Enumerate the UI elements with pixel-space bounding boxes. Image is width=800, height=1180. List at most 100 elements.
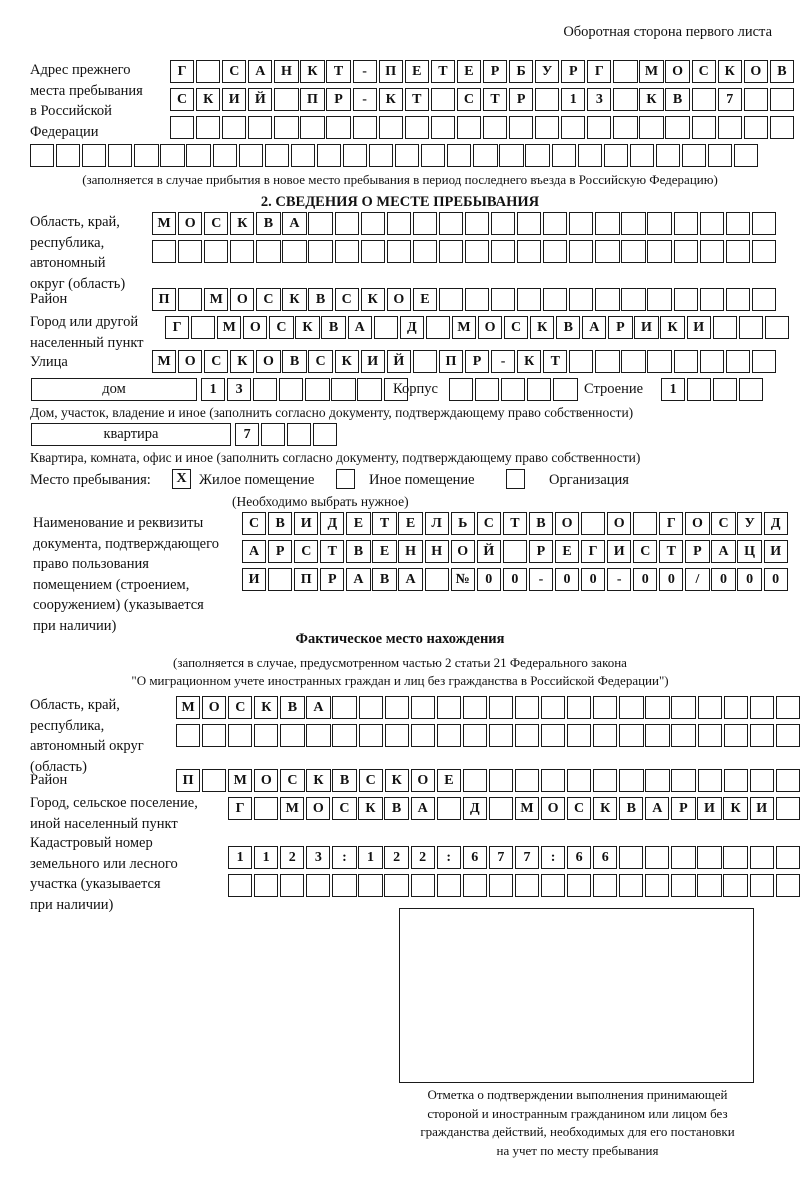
form-cell[interactable]: Р (268, 540, 293, 563)
form-cell[interactable]: Е (554, 540, 580, 563)
form-cell[interactable]: С (204, 350, 229, 373)
form-cell[interactable]: Р (528, 540, 554, 563)
form-cell[interactable] (775, 769, 800, 792)
form-cell[interactable] (593, 874, 618, 897)
form-cell[interactable] (238, 144, 263, 167)
form-cell[interactable]: А (346, 568, 371, 591)
form-cell[interactable]: - (607, 568, 632, 591)
form-cell[interactable]: - (528, 568, 554, 591)
form-cell[interactable] (671, 769, 696, 792)
form-cell[interactable] (541, 769, 566, 792)
form-cell[interactable] (517, 212, 542, 235)
form-cell[interactable] (410, 696, 435, 719)
form-cell[interactable] (749, 846, 774, 869)
form-cell[interactable] (462, 724, 488, 747)
form-cell[interactable] (567, 696, 592, 719)
form-cell[interactable]: 1 (358, 846, 383, 869)
form-cell[interactable]: 3 (227, 378, 252, 401)
form-cell[interactable] (178, 240, 203, 263)
form-cell[interactable] (482, 116, 508, 139)
form-cell[interactable]: М (514, 797, 540, 820)
form-cell[interactable] (386, 212, 411, 235)
form-cell[interactable]: Р (509, 88, 534, 111)
form-cell[interactable] (723, 696, 748, 719)
form-cell[interactable] (725, 350, 750, 373)
form-cell[interactable] (274, 116, 299, 139)
form-cell[interactable]: В (256, 212, 281, 235)
form-cell[interactable]: И (749, 797, 774, 820)
form-cell[interactable]: К (378, 88, 403, 111)
form-cell[interactable] (253, 378, 278, 401)
confirmation-stamp-box[interactable] (399, 908, 754, 1083)
form-cell[interactable]: 1 (201, 378, 226, 401)
form-cell[interactable] (734, 144, 759, 167)
form-cell[interactable] (436, 724, 461, 747)
form-cell[interactable] (764, 316, 789, 339)
form-cell[interactable]: А (282, 212, 307, 235)
form-cell[interactable] (488, 874, 513, 897)
cadastral-row-2[interactable] (228, 874, 800, 897)
form-cell[interactable] (673, 350, 698, 373)
form-cell[interactable]: С (334, 288, 359, 311)
form-cell[interactable]: О (743, 60, 768, 83)
form-cell[interactable]: 7 (488, 846, 513, 869)
form-cell[interactable] (569, 288, 594, 311)
form-cell[interactable] (725, 212, 750, 235)
form-cell[interactable]: И (686, 316, 711, 339)
form-cell[interactable]: 7 (514, 846, 540, 869)
flat-box-label[interactable]: квартира (31, 423, 231, 446)
form-cell[interactable] (595, 240, 620, 263)
form-cell[interactable]: Р (464, 350, 490, 373)
form-cell[interactable] (425, 316, 450, 339)
form-cell[interactable]: В (346, 540, 371, 563)
form-cell[interactable] (712, 316, 737, 339)
form-cell[interactable]: К (593, 797, 618, 820)
form-cell[interactable]: А (248, 60, 273, 83)
actual-region-row-2[interactable] (176, 724, 800, 747)
form-cell[interactable] (261, 423, 286, 446)
form-cell[interactable]: М (451, 316, 477, 339)
form-cell[interactable]: 6 (567, 846, 592, 869)
form-cell[interactable]: М (176, 696, 201, 719)
form-cell[interactable] (436, 797, 461, 820)
form-cell[interactable]: 6 (593, 846, 618, 869)
form-cell[interactable]: С (711, 512, 736, 535)
form-cell[interactable] (619, 724, 644, 747)
form-cell[interactable]: И (294, 512, 319, 535)
form-cell[interactable] (386, 240, 411, 263)
form-cell[interactable] (334, 212, 359, 235)
form-cell[interactable]: Д (399, 316, 424, 339)
form-cell[interactable]: А (711, 540, 736, 563)
form-cell[interactable]: М (228, 769, 253, 792)
form-cell[interactable] (567, 769, 592, 792)
form-cell[interactable] (254, 724, 279, 747)
form-cell[interactable] (287, 423, 312, 446)
form-cell[interactable] (587, 116, 612, 139)
korpus-cells[interactable] (449, 378, 578, 401)
form-cell[interactable]: С (256, 288, 281, 311)
form-cell[interactable] (673, 288, 698, 311)
form-cell[interactable]: - (352, 88, 377, 111)
form-cell[interactable] (515, 696, 540, 719)
form-cell[interactable] (613, 60, 638, 83)
form-cell[interactable] (306, 874, 331, 897)
form-cell[interactable]: С (456, 88, 482, 111)
form-cell[interactable] (673, 240, 698, 263)
form-cell[interactable] (170, 116, 195, 139)
form-cell[interactable] (274, 88, 299, 111)
form-cell[interactable]: И (763, 540, 788, 563)
form-cell[interactable]: К (660, 316, 685, 339)
form-cell[interactable]: А (645, 797, 670, 820)
form-cell[interactable] (300, 116, 325, 139)
form-cell[interactable]: С (242, 512, 267, 535)
form-cell[interactable]: И (697, 797, 722, 820)
form-cell[interactable]: С (222, 60, 247, 83)
form-cell[interactable] (751, 240, 776, 263)
form-cell[interactable] (501, 378, 526, 401)
form-cell[interactable] (671, 724, 696, 747)
